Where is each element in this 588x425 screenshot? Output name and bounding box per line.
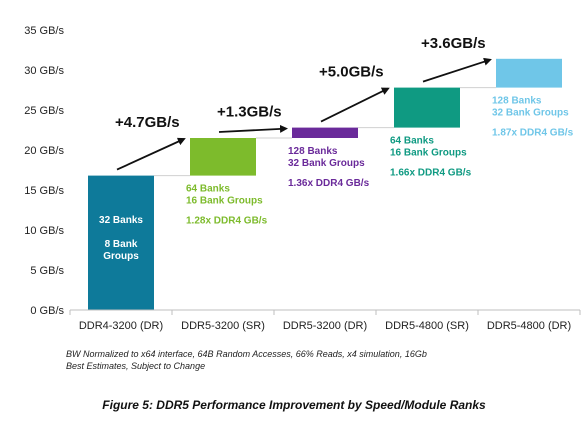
delta-label: +3.6GB/s	[421, 35, 486, 52]
bar-annotation: 1.87x DDR4 GB/s	[492, 128, 574, 139]
bar	[190, 138, 256, 176]
delta-arrow	[116, 137, 186, 171]
y-tick-label: 5 GB/s	[30, 265, 64, 277]
bar	[496, 58, 562, 88]
bar	[88, 175, 154, 310]
bar-annotation: Groups	[103, 251, 139, 262]
y-tick-label: 10 GB/s	[24, 225, 64, 237]
footnote-line-2: Best Estimates, Subject to Change	[66, 361, 206, 371]
delta-arrow	[320, 87, 390, 123]
delta-arrow	[218, 124, 288, 133]
y-tick-label: 15 GB/s	[24, 185, 64, 197]
bar-annotation: 1.36x DDR4 GB/s	[288, 178, 370, 189]
y-tick-label: 30 GB/s	[24, 65, 64, 77]
y-tick-label: 25 GB/s	[24, 105, 64, 117]
connector-lines	[154, 87, 496, 177]
bar-annotation: 1.28x DDR4 GB/s	[186, 216, 268, 227]
x-tick-label: DDR4-3200 (DR)	[79, 320, 163, 332]
bar-annotation: 8 Bank	[105, 239, 138, 250]
x-tick-label: DDR5-3200 (SR)	[181, 320, 265, 332]
x-tick-label: DDR5-3200 (DR)	[283, 320, 367, 332]
bar-annotation: 32 Bank Groups	[288, 158, 365, 169]
bar-annotation: 64 Banks	[390, 136, 434, 147]
chart: 0 GB/s 5 GB/s 10 GB/s 15 GB/s 20 GB/s 25 GB/s…	[24, 25, 581, 332]
bar-annotation: 1.66x DDR4 GB/s	[390, 168, 472, 179]
bar-annotation: 32 Banks	[99, 215, 143, 226]
delta-label: +1.3GB/s	[217, 104, 282, 121]
delta-label: +5.0GB/s	[319, 64, 384, 81]
bar	[394, 87, 460, 128]
footnote-line-1: BW Normalized to x64 interface, 64B Rand…	[66, 349, 427, 359]
bar-annotation: 16 Bank Groups	[186, 196, 263, 207]
bars	[88, 58, 562, 310]
figure-caption: Figure 5: DDR5 Performance Improvement b…	[102, 398, 486, 412]
x-tick-label: DDR5-4800 (SR)	[385, 320, 469, 332]
bar-annotation: 128 Banks	[492, 96, 542, 107]
bar-annotation: 32 Bank Groups	[492, 108, 569, 119]
bar-annotation: 64 Banks	[186, 184, 230, 195]
y-tick-label: 0 GB/s	[30, 305, 64, 317]
bar	[292, 127, 358, 138]
x-tick-label: DDR5-4800 (DR)	[487, 320, 571, 332]
bar-annotation: 16 Bank Groups	[390, 148, 467, 159]
delta-arrow	[422, 57, 492, 83]
delta-arrows: +4.7GB/s +1.3GB/s +5.0GB/s +3.6GB/s	[115, 35, 492, 171]
delta-label: +4.7GB/s	[115, 114, 180, 131]
y-tick-label: 35 GB/s	[24, 25, 64, 37]
y-tick-label: 20 GB/s	[24, 145, 64, 157]
x-axis: DDR4-3200 (DR) DDR5-3200 (SR) DDR5-3200 (D…	[69, 309, 581, 332]
y-axis: 0 GB/s 5 GB/s 10 GB/s 15 GB/s 20 GB/s 25 GB/s…	[24, 25, 64, 317]
bar-annotation: 128 Banks	[288, 146, 338, 157]
